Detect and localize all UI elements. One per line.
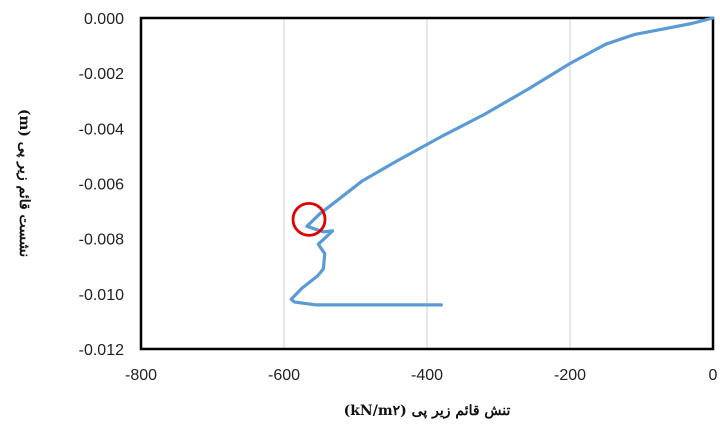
y-tick-label-2: -0.004: [79, 121, 124, 138]
x-tick-label-3: -200: [554, 367, 586, 384]
x-tick-labels: -800 -600 -400 -200 0: [125, 367, 718, 384]
series-line-0: [289, 16, 715, 307]
y-axis-title: نشست قائم زیر پی (m): [16, 109, 32, 257]
plot-frame: [139, 16, 715, 351]
y-tick-label-3: -0.006: [79, 177, 124, 194]
x-tick-label-0: -800: [125, 367, 157, 384]
y-tick-labels: 0.000 -0.002 -0.004 -0.006 -0.008 -0.010 -0.01…: [79, 11, 124, 359]
x-tick-label-1: -600: [268, 367, 300, 384]
grid-lines: [283, 18, 571, 349]
y-tick-label-1: -0.002: [79, 66, 124, 83]
highlight-circle-0: [291, 201, 327, 237]
x-tick-label-4: 0: [709, 367, 718, 384]
y-tick-label-4: -0.008: [79, 232, 124, 249]
annotation-layer: [291, 201, 327, 237]
x-tick-label-2: -400: [411, 367, 443, 384]
series-layer: [289, 16, 715, 307]
y-tick-label-5: -0.010: [79, 287, 124, 304]
x-axis-title: تنش قائم زیر پی (kN/m۲): [344, 403, 511, 419]
y-tick-label-6: -0.012: [79, 342, 124, 359]
y-tick-label-0: 0.000: [84, 11, 124, 28]
